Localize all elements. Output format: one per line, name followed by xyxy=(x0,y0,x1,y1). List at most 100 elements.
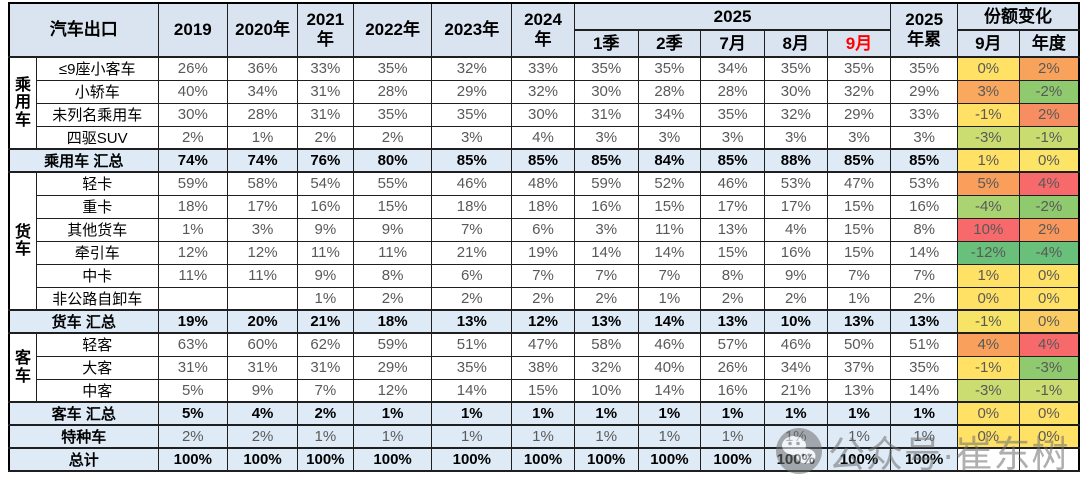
col-header-2025-ytd: 2025 年累 xyxy=(890,2,958,58)
value-cell: 17% xyxy=(227,194,298,219)
share-change-cell: -1% xyxy=(1018,378,1080,403)
col-header-2022: 2022年 xyxy=(352,2,433,58)
value-cell: 26% xyxy=(700,355,765,380)
share-change-cell: 0% xyxy=(1018,148,1080,173)
value-cell: 57% xyxy=(700,332,765,357)
value-cell: 1% xyxy=(511,401,575,426)
share-change-cell: 4% xyxy=(1018,171,1080,196)
row-label: ≤9座小客车 xyxy=(35,56,159,81)
table-row: 中卡 11% 11% 9% 8% 6% 7% 7% 7% 8% 9% 7% 7% 1% 0% xyxy=(9,263,1080,288)
value-cell: 1% xyxy=(431,401,513,426)
share-change-cell: 2% xyxy=(1018,217,1080,242)
value-cell: 8% xyxy=(700,263,765,288)
value-cell: 62% xyxy=(296,332,354,357)
value-cell: 31% xyxy=(296,102,354,127)
value-cell: 15% xyxy=(826,217,892,242)
value-cell: 2% xyxy=(227,424,298,449)
value-cell: 40% xyxy=(157,79,229,104)
share-change-cell: 4% xyxy=(956,332,1020,357)
value-cell: 48% xyxy=(511,171,575,196)
value-cell: 46% xyxy=(700,171,765,196)
value-cell: 5% xyxy=(157,401,229,426)
value-cell: 14% xyxy=(890,240,958,265)
value-cell: 1% xyxy=(352,424,433,449)
value-cell xyxy=(157,286,229,311)
table-row: 客车 轻客 63% 60% 62% 59% 51% 47% 58% 46% 57% 46% 50% 51%… xyxy=(8,332,1080,403)
value-cell: 85% xyxy=(700,148,765,173)
share-change-cell: -3% xyxy=(956,125,1020,150)
row-label: 轻卡 xyxy=(35,171,159,196)
value-cell: 1% xyxy=(637,286,702,311)
row-label: 重卡 xyxy=(35,194,159,219)
col-header-2023: 2023年 xyxy=(431,2,513,58)
value-cell: 9% xyxy=(763,263,828,288)
value-cell: 35% xyxy=(890,355,958,380)
value-cell: 14% xyxy=(890,378,958,403)
col-group-2025: 2025 xyxy=(573,2,892,31)
value-cell: 31% xyxy=(157,355,229,380)
value-cell: 29% xyxy=(352,355,433,380)
value-cell: 51% xyxy=(890,332,958,357)
value-cell: 4% xyxy=(511,125,575,150)
value-cell: 28% xyxy=(637,79,702,104)
share-change-cell: 0% xyxy=(1018,263,1080,288)
value-cell: 46% xyxy=(637,332,702,357)
table-row: 牵引车 12% 12% 11% 11% 21% 19% 14% 14% 15% 16% 15% 14% -… xyxy=(9,240,1080,265)
value-cell: 100% xyxy=(227,447,298,472)
value-cell: 15% xyxy=(637,194,702,219)
value-cell: 7% xyxy=(511,263,575,288)
value-cell: 85% xyxy=(890,148,958,173)
table-row: 货车 轻卡 59% 58% 54% 55% 46% 48% 59% 52% 46% 53% 47% 53%… xyxy=(8,171,1080,311)
table-row: 乘用车 ≤9座小客车 26% 36% 33% 35% 32% 33% 35% 35% 34% 35% 3… xyxy=(8,56,1080,150)
table-body: 乘用车 ≤9座小客车 26% 36% 33% 35% 32% 33% 35% 35% 34% 35% 3… xyxy=(8,56,1080,472)
share-change-cell: -1% xyxy=(956,102,1020,127)
value-cell: 85% xyxy=(431,148,513,173)
value-cell: 1% xyxy=(227,125,298,150)
value-cell: 1% xyxy=(296,286,354,311)
value-cell: 16% xyxy=(890,194,958,219)
value-cell: 34% xyxy=(700,56,765,81)
value-cell: 1% xyxy=(826,286,892,311)
row-label: 非公路自卸车 xyxy=(35,286,159,311)
value-cell: 11% xyxy=(296,240,354,265)
value-cell: 76% xyxy=(296,148,354,173)
value-cell: 11% xyxy=(157,263,229,288)
table-row: 四驱SUV 2% 1% 2% 2% 3% 4% 3% 3% 3% 3% 3% 3% -3% -1% xyxy=(9,125,1080,150)
value-cell: 60% xyxy=(227,332,298,357)
value-cell: 59% xyxy=(157,171,229,196)
col-header-share-year: 年度 xyxy=(1018,29,1080,58)
value-cell: 52% xyxy=(637,171,702,196)
value-cell: 36% xyxy=(227,56,298,81)
row-label: 小轿车 xyxy=(35,79,159,104)
value-cell: 33% xyxy=(511,56,575,81)
value-cell: 29% xyxy=(890,79,958,104)
value-cell: 10% xyxy=(573,378,639,403)
value-cell: 74% xyxy=(157,148,229,173)
col-header-2024: 2024 年 xyxy=(511,2,575,58)
value-cell: 21% xyxy=(763,378,828,403)
value-cell: 7% xyxy=(826,263,892,288)
value-cell: 16% xyxy=(573,194,639,219)
share-change-cell: -2% xyxy=(1018,194,1080,219)
value-cell: 20% xyxy=(227,309,298,334)
value-cell: 3% xyxy=(431,125,513,150)
value-cell: 1% xyxy=(296,424,354,449)
value-cell: 13% xyxy=(890,309,958,334)
value-cell xyxy=(227,286,298,311)
value-cell: 46% xyxy=(763,332,828,357)
table-row: 乘用车 汇总 74% 74% 76% 80% 85% 85% 85% 84% 85% 88% 85% 8… xyxy=(8,148,1080,173)
share-change-cell: 1% xyxy=(956,148,1020,173)
value-cell: 47% xyxy=(511,332,575,357)
value-cell: 15% xyxy=(826,194,892,219)
value-cell: 100% xyxy=(826,447,892,472)
value-cell: 58% xyxy=(573,332,639,357)
group-label: 货车 xyxy=(8,171,37,311)
value-cell: 3% xyxy=(763,125,828,150)
value-cell: 33% xyxy=(890,102,958,127)
value-cell: 14% xyxy=(637,378,702,403)
value-cell: 16% xyxy=(296,194,354,219)
value-cell: 13% xyxy=(700,309,765,334)
row-label: 货车 汇总 xyxy=(8,309,159,334)
value-cell: 35% xyxy=(352,102,433,127)
